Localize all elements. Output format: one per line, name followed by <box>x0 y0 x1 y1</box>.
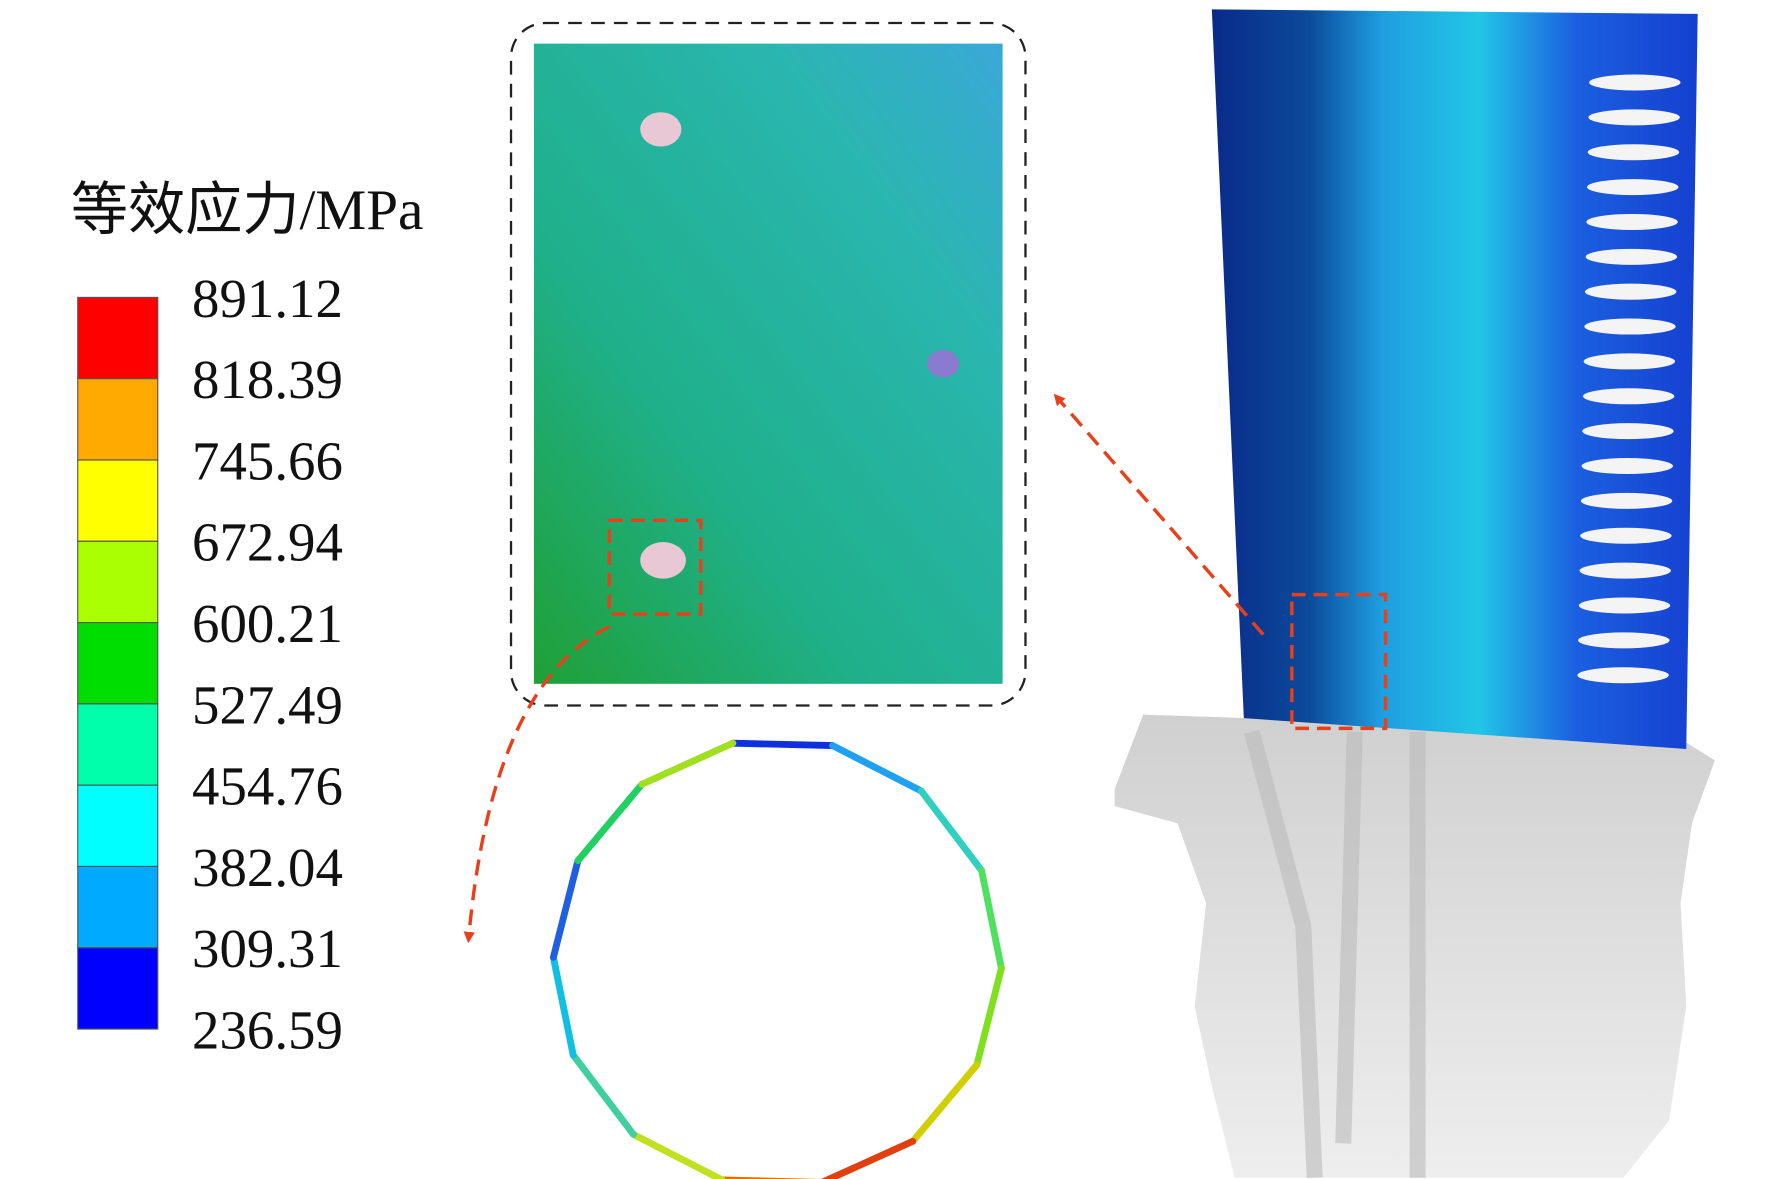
hole <box>640 112 682 147</box>
legend: 891.12 818.39 745.66 672.94 600.21 527.49 454.… <box>77 268 343 1061</box>
stress-ring <box>549 739 1005 1179</box>
ring-segment <box>549 857 582 961</box>
ring-segment <box>569 1051 637 1138</box>
legend-label: 309.31 <box>192 918 343 979</box>
slot <box>1578 597 1671 614</box>
ring-segment <box>821 1137 917 1179</box>
legend-band <box>77 296 159 380</box>
slot <box>1580 492 1673 509</box>
legend-label: 818.39 <box>192 349 343 410</box>
legend-label: 600.21 <box>192 593 343 654</box>
legend-band <box>77 784 159 868</box>
legend-band <box>77 459 159 542</box>
legend-title: 等效应力/MPa <box>71 179 423 242</box>
blade <box>1211 9 1698 749</box>
legend-band <box>77 865 159 949</box>
legend-label: 672.94 <box>192 512 343 573</box>
legend-label: 891.12 <box>192 268 343 329</box>
slot <box>1582 388 1675 405</box>
ring-segment <box>917 787 986 874</box>
zoom-frame <box>509 21 1027 707</box>
slot <box>1588 109 1680 126</box>
slot <box>1582 423 1674 440</box>
zoom-image <box>533 43 1003 684</box>
detail-box <box>1290 592 1388 731</box>
slot <box>1585 248 1678 265</box>
slot <box>1589 74 1681 91</box>
slot <box>1586 213 1678 230</box>
slot <box>1579 562 1671 579</box>
ring-segment <box>549 953 577 1059</box>
ring-segment <box>729 739 836 750</box>
legend-band <box>77 378 159 461</box>
legend-label: 382.04 <box>192 837 343 898</box>
ring-segment <box>829 742 925 795</box>
slot <box>1583 353 1676 370</box>
slot <box>1577 667 1669 684</box>
slot <box>1584 283 1677 300</box>
hole <box>640 542 686 579</box>
hole <box>927 349 960 378</box>
root-shading <box>1244 729 1426 1179</box>
legend-label: 454.76 <box>192 756 343 817</box>
legend-band <box>77 622 159 705</box>
slot <box>1584 318 1676 335</box>
legend-label: 745.66 <box>192 430 343 491</box>
legend-band <box>77 947 159 1030</box>
arrow <box>463 625 611 944</box>
ring-segment <box>638 739 737 788</box>
arrow <box>1053 393 1265 636</box>
legend-band <box>77 540 159 624</box>
ring-segment <box>574 780 646 865</box>
detail-box <box>607 518 703 616</box>
slot <box>1578 632 1670 649</box>
ring-segment <box>973 964 1005 1069</box>
ring-segment <box>630 1131 726 1179</box>
slot <box>1580 527 1672 544</box>
ring-segment <box>909 1061 981 1145</box>
ring-segment <box>978 867 1005 972</box>
slot <box>1581 458 1673 475</box>
slot <box>1587 144 1680 161</box>
slot <box>1587 179 1679 196</box>
legend-label: 527.49 <box>192 674 343 735</box>
legend-band <box>77 703 159 786</box>
legend-label: 236.59 <box>192 1000 343 1061</box>
cooling-slots <box>1577 74 1681 684</box>
